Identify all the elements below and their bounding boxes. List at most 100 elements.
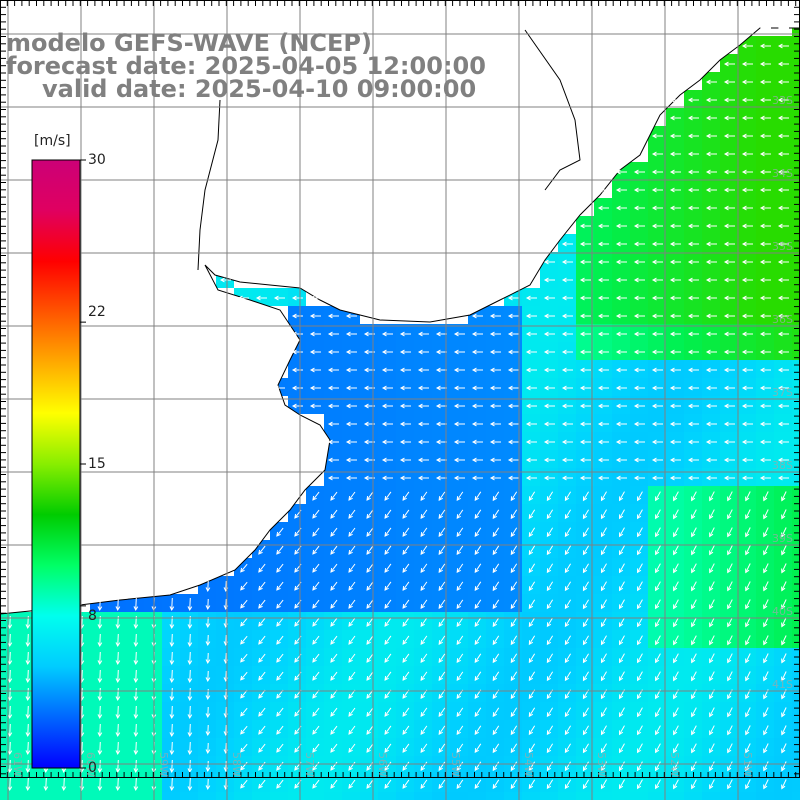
- wind-arrow-head: [579, 241, 585, 247]
- wind-arrow: [99, 705, 101, 719]
- wind-arrow-head: [528, 514, 534, 520]
- wind-arrow-head: [564, 604, 570, 610]
- speed-cell: [756, 54, 774, 72]
- speed-cell: [792, 630, 800, 648]
- longitude-label: 61W: [11, 752, 24, 777]
- wind-arrow: [330, 707, 338, 717]
- wind-arrow-head: [258, 729, 263, 735]
- wind-arrow-head: [615, 367, 621, 373]
- wind-arrow: [45, 777, 47, 791]
- speed-cell: [234, 702, 252, 720]
- wind-arrow-head: [528, 694, 534, 700]
- wind-arrow-head: [777, 349, 783, 355]
- wind-arrow-head: [348, 549, 353, 555]
- speed-cell: [630, 468, 648, 486]
- wind-arrow: [673, 509, 679, 519]
- wind-arrow-head: [781, 694, 786, 700]
- speed-cell: [558, 396, 576, 414]
- speed-cell: [756, 234, 774, 252]
- wind-arrow: [258, 707, 266, 717]
- wind-arrow-head: [528, 568, 534, 574]
- speed-cell: [756, 666, 774, 684]
- wind-arrow-head: [402, 694, 407, 699]
- wind-arrow: [276, 653, 284, 663]
- wind-arrow-head: [381, 421, 387, 427]
- speed-cell: [666, 396, 684, 414]
- wind-arrow-head: [759, 43, 765, 49]
- wind-arrow-head: [345, 457, 351, 463]
- wind-arrow: [564, 509, 572, 519]
- wind-arrow: [366, 581, 374, 591]
- wind-arrow-head: [525, 403, 531, 409]
- speed-cell: [792, 126, 800, 144]
- wind-arrow-head: [510, 712, 516, 718]
- wind-arrow: [727, 563, 733, 573]
- wind-arrow: [546, 545, 554, 555]
- wind-arrow: [312, 725, 320, 735]
- wind-arrow-head: [655, 586, 660, 592]
- wind-arrow-head: [205, 731, 211, 737]
- speed-cell: [450, 378, 468, 396]
- wind-arrow-head: [564, 658, 570, 664]
- speed-cell: [504, 558, 522, 576]
- speed-cell: [198, 774, 216, 792]
- speed-cell: [504, 486, 522, 504]
- wind-arrow-head: [579, 457, 585, 463]
- wind-arrow-head: [169, 732, 175, 738]
- wind-arrow-head: [417, 457, 423, 463]
- speed-cell: [0, 666, 18, 684]
- speed-cell: [576, 468, 594, 486]
- wind-arrow: [474, 545, 482, 555]
- longitude-label: 53W: [595, 752, 608, 777]
- speed-cell: [594, 522, 612, 540]
- speed-cell: [702, 378, 720, 396]
- wind-arrow: [240, 635, 248, 645]
- wind-arrow-head: [582, 622, 588, 628]
- wind-arrow: [619, 779, 625, 789]
- wind-arrow-head: [582, 586, 588, 592]
- wind-arrow: [601, 527, 607, 537]
- wind-arrow: [81, 633, 83, 647]
- wind-arrow-head: [745, 568, 750, 574]
- speed-cell: [540, 360, 558, 378]
- wind-arrow: [117, 705, 119, 719]
- speed-cell: [306, 684, 324, 702]
- speed-cell: [162, 684, 180, 702]
- speed-cell: [360, 414, 378, 432]
- wind-arrow: [546, 743, 554, 753]
- wind-arrow-head: [763, 640, 768, 646]
- speed-cell: [666, 414, 684, 432]
- speed-cell: [486, 648, 504, 666]
- wind-arrow: [348, 527, 356, 537]
- speed-cell: [414, 486, 432, 504]
- speed-cell: [702, 144, 720, 162]
- speed-cell: [792, 72, 800, 90]
- speed-cell: [432, 414, 450, 432]
- wind-arrow-head: [582, 712, 588, 718]
- wind-arrow-head: [564, 622, 570, 628]
- wind-arrow-head: [435, 457, 441, 463]
- wind-arrow-head: [759, 97, 765, 103]
- wind-arrow-head: [600, 730, 606, 736]
- speed-cell: [486, 378, 504, 396]
- wind-arrow-head: [381, 385, 387, 391]
- speed-cell: [756, 504, 774, 522]
- speed-cell: [378, 342, 396, 360]
- wind-arrow-head: [417, 439, 423, 445]
- speed-cell: [486, 522, 504, 540]
- wind-arrow-head: [474, 676, 480, 682]
- speed-cell: [486, 360, 504, 378]
- speed-cell: [144, 612, 162, 630]
- wind-arrow-head: [651, 313, 657, 319]
- wind-arrow: [456, 671, 464, 681]
- speed-cell: [504, 522, 522, 540]
- wind-arrow-head: [741, 439, 747, 445]
- speed-cell: [630, 720, 648, 738]
- speed-cell: [666, 108, 684, 126]
- speed-cell: [306, 504, 324, 522]
- wind-arrow: [384, 671, 392, 681]
- wind-arrow-head: [456, 568, 461, 574]
- wind-arrow-head: [97, 732, 103, 738]
- wind-arrow-head: [205, 695, 211, 701]
